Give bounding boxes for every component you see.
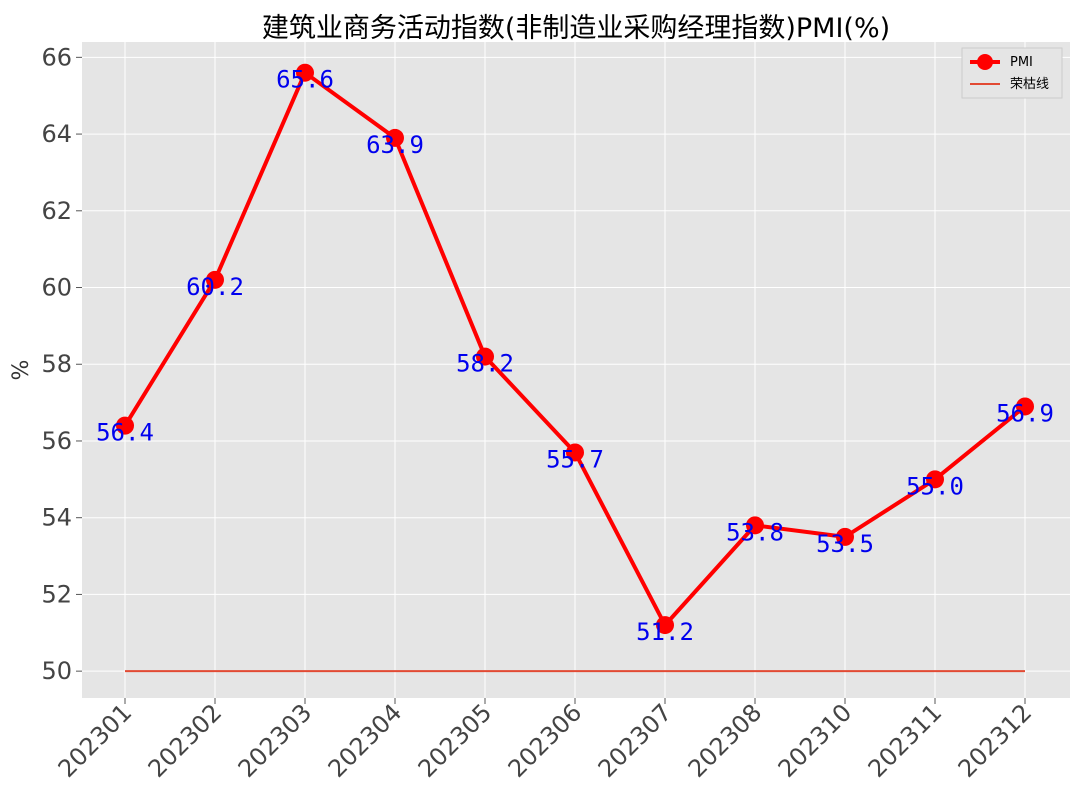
data-label: 56.9	[996, 399, 1054, 427]
data-label: 53.5	[816, 530, 874, 558]
legend-pmi-marker	[977, 54, 993, 70]
pmi-point	[656, 616, 674, 635]
legend-pmi-label: PMI	[1010, 55, 1033, 70]
data-label: 60.2	[186, 273, 244, 301]
grid-lines	[82, 42, 1070, 698]
data-label: 56.4	[96, 419, 154, 447]
y-tick-label: 60	[41, 274, 72, 302]
pmi-point	[1016, 397, 1034, 416]
legend: PMI 荣枯线	[961, 47, 1063, 99]
pmi-point	[296, 63, 314, 82]
x-tick-label: 202311	[863, 698, 948, 783]
pmi-point	[746, 516, 764, 535]
y-tick-label: 52	[41, 580, 72, 608]
pmi-point	[926, 470, 944, 489]
legend-baseline-label: 荣枯线	[1010, 77, 1049, 92]
y-tick-label: 64	[41, 120, 72, 148]
y-tick-label: 56	[41, 427, 72, 455]
data-label: 58.2	[456, 350, 514, 378]
x-tick-label: 202305	[413, 698, 498, 783]
chart-title: 建筑业商务活动指数(非制造业采购经理指数)PMI(%)	[261, 13, 891, 44]
y-axis-label: %	[9, 360, 34, 381]
x-tick-label: 202306	[503, 698, 588, 783]
x-tick-label: 202310	[773, 698, 858, 783]
pmi-point	[566, 443, 584, 462]
pmi-point	[386, 128, 404, 147]
pmi-point	[206, 270, 224, 289]
x-tick-label: 202301	[53, 698, 138, 783]
series-layer	[116, 63, 1034, 673]
data-label: 55.0	[906, 472, 964, 500]
plot-area	[82, 42, 1070, 698]
pmi-point	[836, 527, 854, 546]
data-labels: 56.4 60.2 65.6 63.9 58.2 55.7 51.2 53.8 53.5 55.0…	[96, 66, 1054, 646]
x-tick-label: 202312	[953, 698, 1038, 783]
y-tick-label: 66	[41, 43, 72, 71]
data-label: 55.7	[546, 445, 604, 473]
data-label: 53.8	[726, 518, 784, 546]
data-label: 65.6	[276, 66, 334, 94]
data-label: 51.2	[636, 618, 694, 646]
x-tick-label: 202307	[593, 698, 678, 783]
y-tick-label: 58	[41, 350, 72, 378]
x-tick-label: 202304	[323, 698, 408, 783]
pmi-point	[476, 347, 494, 366]
data-label: 63.9	[366, 131, 424, 159]
y-tick-label: 54	[41, 504, 72, 532]
x-tick-label: 202303	[233, 698, 318, 783]
legend-box	[961, 47, 1063, 99]
y-tick-label: 62	[41, 197, 72, 225]
y-tick-label: 50	[41, 657, 72, 685]
x-tick-label: 202302	[143, 698, 228, 783]
pmi-point	[116, 416, 134, 435]
x-tick-label: 202308	[683, 698, 768, 783]
